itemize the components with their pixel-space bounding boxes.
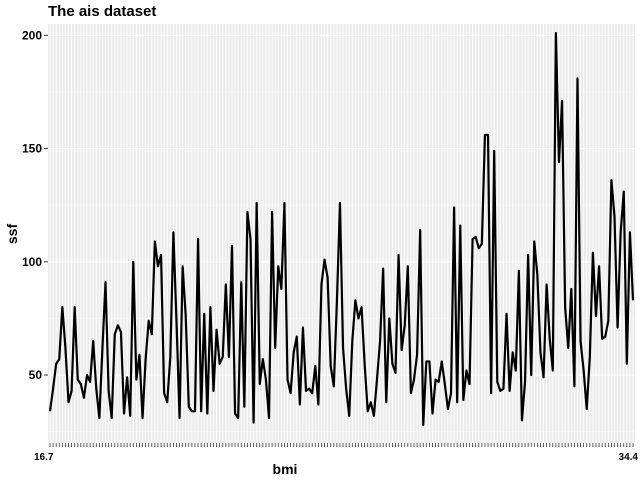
y-tick-label: 50 bbox=[29, 368, 43, 382]
y-tick-label: 100 bbox=[22, 255, 42, 269]
y-tick-label: 200 bbox=[22, 28, 42, 42]
y-tick-label: 150 bbox=[22, 142, 42, 156]
x-tick-label-last: 34.4 bbox=[619, 452, 639, 463]
y-axis: 50 100 150 200 bbox=[22, 28, 48, 382]
series-layer bbox=[48, 31, 635, 426]
x-axis-title: bmi bbox=[273, 461, 298, 477]
chart-title: The ais dataset bbox=[48, 3, 156, 20]
x-axis: 16.7 34.4 bbox=[34, 443, 638, 463]
series-line bbox=[48, 31, 635, 426]
y-axis-title: ssf bbox=[4, 224, 20, 245]
x-tick-label-first: 16.7 bbox=[34, 452, 54, 463]
